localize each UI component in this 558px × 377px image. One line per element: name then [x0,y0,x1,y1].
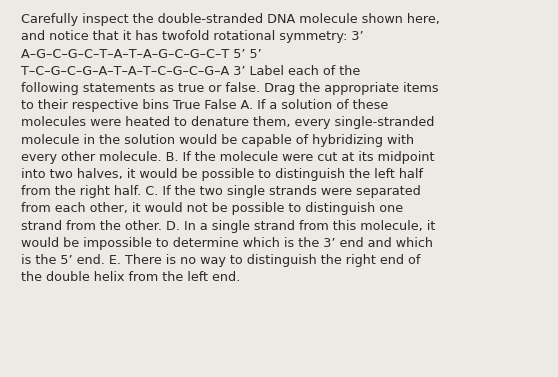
Text: Carefully inspect the double-stranded DNA molecule shown here,
and notice that i: Carefully inspect the double-stranded DN… [21,13,440,284]
